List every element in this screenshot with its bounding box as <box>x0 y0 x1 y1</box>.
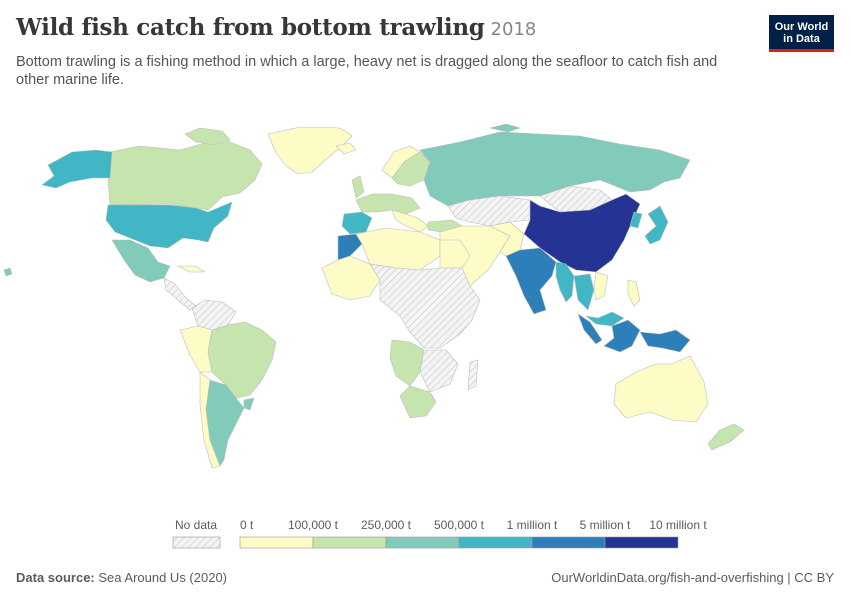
source-label: Data source: <box>16 570 95 585</box>
legend-tick-5: 5 million t <box>580 518 631 532</box>
western-europe[interactable] <box>355 193 421 215</box>
ecuador-peru[interactable] <box>179 325 213 373</box>
chart-title-text: Wild fish catch from bottom trawling <box>16 14 485 41</box>
egypt[interactable] <box>439 239 471 269</box>
uk[interactable] <box>351 175 365 199</box>
legend-bin-0[interactable] <box>239 536 314 549</box>
logo-line-2: in Data <box>783 33 820 45</box>
sahel-central-africa[interactable] <box>369 263 481 349</box>
legend-nodata-label: No data <box>175 518 217 532</box>
italy-balkans[interactable] <box>391 209 429 233</box>
madagascar[interactable] <box>467 359 479 391</box>
new-zealand[interactable] <box>707 423 745 451</box>
legend-tick-3: 500,000 t <box>434 518 485 532</box>
canada-islands[interactable] <box>184 127 231 146</box>
mexico[interactable] <box>111 239 171 283</box>
malaysia[interactable] <box>585 311 625 327</box>
chart-year: 2018 <box>490 19 537 40</box>
iceland[interactable] <box>335 142 357 155</box>
central-america[interactable] <box>163 277 197 311</box>
brazil[interactable] <box>207 321 277 399</box>
chart-title: Wild fish catch from bottom trawling 2018 <box>16 14 536 41</box>
source-value[interactable]: Sea Around Us (2020) <box>98 570 228 585</box>
hawaii[interactable] <box>3 267 13 277</box>
sumatra[interactable] <box>577 313 603 345</box>
uruguay[interactable] <box>243 397 255 411</box>
japan[interactable] <box>644 205 669 245</box>
cuba[interactable] <box>177 265 206 273</box>
legend-bin-1[interactable] <box>312 536 387 549</box>
morocco[interactable] <box>337 233 363 261</box>
argentina[interactable] <box>205 379 245 467</box>
australia[interactable] <box>613 355 709 423</box>
bangladesh-myanmar[interactable] <box>555 261 575 303</box>
thailand[interactable] <box>573 273 595 311</box>
legend-tick-1: 100,000 t <box>288 518 339 532</box>
india[interactable] <box>505 247 557 315</box>
legend-bin-2[interactable] <box>385 536 460 549</box>
legend-bin-3[interactable] <box>458 536 533 549</box>
angola-namibia[interactable] <box>389 339 425 387</box>
united-states[interactable] <box>105 201 233 249</box>
vietnam[interactable] <box>593 271 609 301</box>
legend-nodata-swatch <box>172 536 221 549</box>
alaska[interactable] <box>41 149 113 189</box>
spain-portugal[interactable] <box>341 211 373 235</box>
russia[interactable] <box>419 131 691 207</box>
greenland[interactable] <box>267 126 353 175</box>
canada[interactable] <box>107 139 263 211</box>
footer-source: Data source: Sea Around Us (2020) <box>16 570 227 585</box>
indonesia-east[interactable] <box>639 329 691 353</box>
south-africa[interactable] <box>399 385 437 419</box>
map-legend: No data 0 t 100,000 t 250,000 t 500,000 t 1 … <box>172 518 707 549</box>
chart-subtitle: Bottom trawling is a fishing method in w… <box>16 54 718 88</box>
korea[interactable] <box>629 211 643 229</box>
algeria-libya[interactable] <box>355 227 441 271</box>
footer-link[interactable]: OurWorldinData.org/fish-and-overfishing … <box>551 570 834 585</box>
legend-tick-6: 10 million t <box>649 518 707 532</box>
borneo-java[interactable] <box>603 319 641 353</box>
russia-islands[interactable] <box>489 123 521 133</box>
world-map <box>3 123 745 469</box>
philippines[interactable] <box>627 279 641 307</box>
legend-tick-0: 0 t <box>240 518 254 532</box>
china[interactable] <box>523 193 641 273</box>
logo-line-1: Our World <box>774 21 829 33</box>
legend-bin-5[interactable] <box>604 536 679 549</box>
owid-logo[interactable]: Our World in Data <box>769 15 834 52</box>
southern-africa[interactable] <box>419 349 459 393</box>
legend-tick-2: 250,000 t <box>361 518 412 532</box>
legend-bin-4[interactable] <box>531 536 606 549</box>
legend-tick-4: 1 million t <box>507 518 558 532</box>
